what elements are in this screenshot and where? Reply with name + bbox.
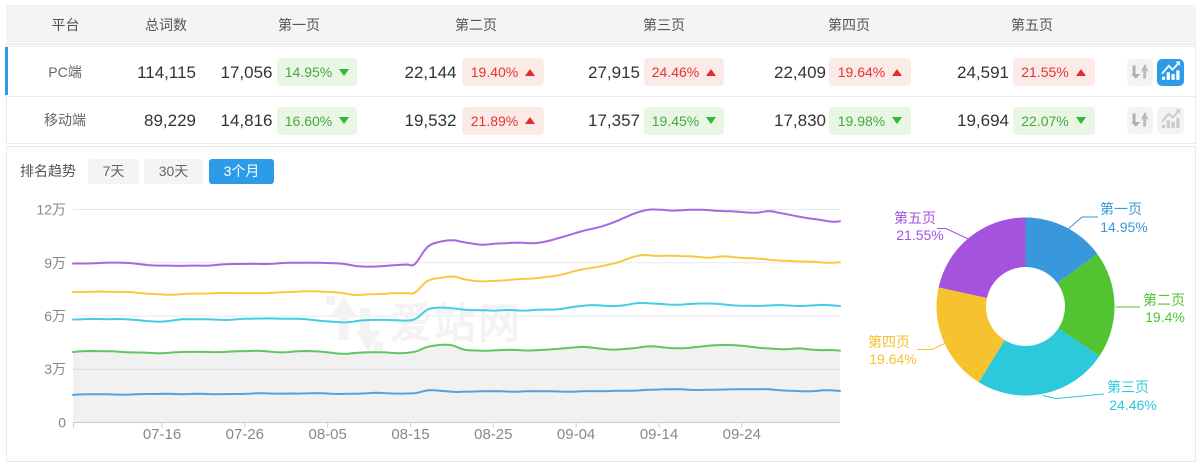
svg-text:第一页: 第一页 <box>1100 201 1142 217</box>
svg-text:第二页: 第二页 <box>1143 292 1185 308</box>
svg-text:09-14: 09-14 <box>640 426 678 443</box>
svg-text:0: 0 <box>58 415 66 431</box>
svg-text:第四页: 第四页 <box>868 334 910 350</box>
svg-text:09-24: 09-24 <box>723 426 761 443</box>
svg-text:07-26: 07-26 <box>226 426 264 443</box>
svg-text:第三页: 第三页 <box>1107 379 1149 395</box>
svg-text:14.95%: 14.95% <box>1100 219 1147 235</box>
svg-text:24.46%: 24.46% <box>1109 397 1156 413</box>
svg-text:07-16: 07-16 <box>143 426 181 443</box>
svg-text:3万: 3万 <box>44 361 66 377</box>
svg-text:9万: 9万 <box>44 255 66 271</box>
svg-text:第五页: 第五页 <box>894 210 936 226</box>
svg-text:09-04: 09-04 <box>557 426 595 443</box>
svg-text:爱站网: 爱站网 <box>390 300 522 347</box>
svg-text:08-05: 08-05 <box>309 426 347 443</box>
svg-text:08-25: 08-25 <box>474 426 512 443</box>
svg-text:21.55%: 21.55% <box>896 227 943 243</box>
svg-text:12万: 12万 <box>36 202 66 218</box>
svg-text:19.64%: 19.64% <box>869 351 916 367</box>
svg-text:19.4%: 19.4% <box>1145 309 1185 325</box>
svg-text:08-15: 08-15 <box>391 426 429 443</box>
svg-text:6万: 6万 <box>44 308 66 324</box>
